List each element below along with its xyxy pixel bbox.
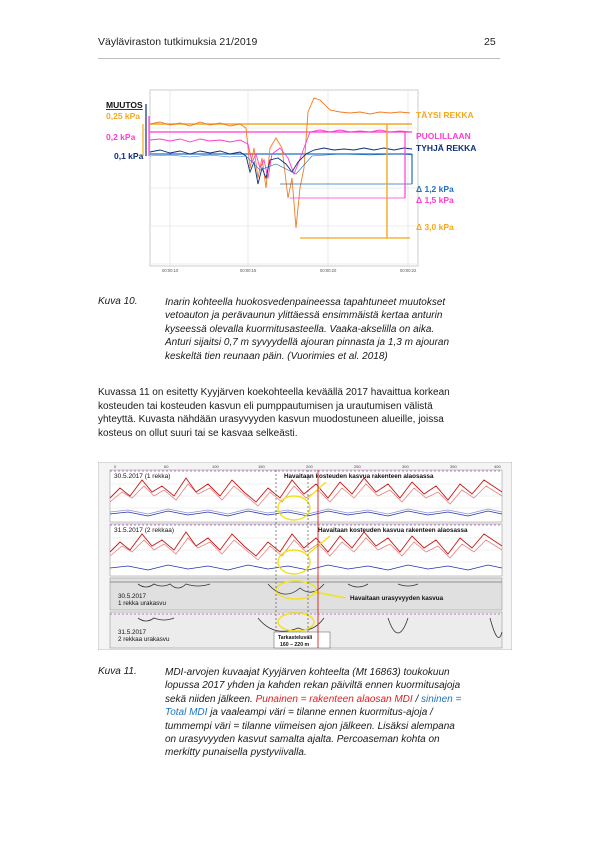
fig11-panel-3-label-a: 30.5.2017: [118, 593, 147, 600]
fig10-plot-frame: [149, 89, 419, 267]
fig11-panel-2-label: 31.5.2017 (2 rekkaa): [114, 527, 174, 534]
paragraph-line: yhteyttä. Kuvasta nähdään urasyvyyden ka…: [98, 414, 444, 425]
fig10-label-02: 0,2 kPa: [106, 132, 136, 142]
fig11-panel-3-label-b: 1 rekka urakasvu: [118, 600, 166, 607]
fig11-interval-range: 160 – 220 m: [280, 642, 310, 648]
caption-line: merkitty punaisella pystyviivalla.: [165, 747, 307, 759]
caption-line: tummempi väri = tilanne viimeisen ajon j…: [165, 720, 455, 732]
fig10-series-empty: [149, 147, 413, 185]
fig11-top-tick: 400: [494, 464, 501, 469]
fig11-annotation-1: Havaitaan kosteuden kasvua rakenteen ala…: [284, 473, 434, 480]
fig11-top-tick: 200: [306, 464, 313, 469]
caption-line: sekä niiden jälkeen. Punainen = rakentee…: [165, 693, 500, 706]
fig10-xtick: 00:00:15: [240, 268, 257, 273]
fig11-panel-1-label: 30.5.2017 (1 rekka): [114, 473, 170, 480]
fig10-series-full: [149, 97, 411, 229]
caption-line: kyseessä olevalla kuormitusasteella. Vaa…: [165, 323, 435, 335]
caption-text-run: sekä niiden jälkeen.: [165, 693, 256, 705]
fig10-label-half: PUOLILLAAN: [416, 131, 471, 141]
fig11-annotation-3: Havaitaan urasyvyyden kasvua: [350, 595, 444, 602]
fig10-muutos-label: MUUTOS: [106, 100, 143, 110]
figure-10-caption: Inarin kohteella huokosvedenpaineessa ta…: [165, 296, 500, 363]
fig10-delta-30: Δ 3,0 kPa: [416, 222, 454, 232]
fig11-top-tick: 350: [450, 464, 457, 469]
caption-text-run: /: [412, 693, 422, 705]
paragraph-line: Kuvassa 11 on esitetty Kyyjärven koekoht…: [98, 387, 450, 398]
fig10-delta-15: Δ 1,5 kPa: [416, 195, 454, 205]
paragraph-line: kosteuden tai kosteuden kasvun eli pumpp…: [98, 400, 433, 412]
caption-line: vetoauton ja perävaunun ylittäessä ensim…: [165, 310, 443, 322]
paragraph-line: kosteus on ollut suuri tai se kasvaa sel…: [98, 427, 298, 439]
fig10-xtick: 00:00:10: [162, 268, 179, 273]
header-rule: [98, 58, 500, 59]
fig10-xtick: 00:00:22: [400, 268, 417, 273]
running-header-title: Väyläviraston tutkimuksia 21/2019: [98, 36, 258, 48]
caption-line: on urasyvyyden kasvut samalta ajalta. Pe…: [165, 734, 440, 746]
fig11-interval-label: Tarkasteluväli: [278, 635, 313, 641]
figure-10-chart: . MUUTOS 0,25 kPa 0,2 kPa 0,1 kPa TÄYSI …: [106, 89, 476, 273]
fig11-panel-3: [109, 577, 503, 611]
caption-line: Anturi sijaitsi 0,7 m syvyydellä ajouran…: [165, 337, 450, 349]
figure-11-caption: MDI-arvojen kuvaajat Kyyjärven kohteelta…: [165, 666, 500, 760]
fig11-interval-box: [273, 631, 331, 649]
fig11-panel-4-label-a: 31.5.2017: [118, 629, 147, 636]
fig10-label-empty: TYHJÄ REKKA: [416, 143, 476, 153]
fig10-grid: [150, 90, 418, 266]
caption-line: lopussa 2017 yhden ja kahden rekan päivi…: [165, 680, 461, 692]
fig10-label-full: TÄYSI REKKA: [416, 110, 474, 120]
fig10-delta-12: Δ 1,2 kPa: [416, 184, 454, 194]
fig10-label-025: 0,25 kPa: [106, 111, 140, 121]
figure-10-number: Kuva 10.: [98, 296, 138, 307]
fig10-ytick: .: [144, 126, 145, 131]
fig11-top-tick: 300: [402, 464, 409, 469]
fig11-panel-4-label-b: 2 rekkaa urakasvu: [118, 636, 170, 643]
caption-line: Total MDI ja vaaleampi väri = tilanne en…: [165, 706, 500, 719]
caption-text-run: ja vaaleampi väri = tilanne ennen kuormi…: [207, 707, 433, 719]
fig10-label-01: 0,1 kPa: [114, 151, 144, 161]
figure-11-chart: 0 60 100 150 200 250 300 350 400 30.5.20…: [98, 462, 512, 650]
page-number: 25: [484, 36, 496, 48]
body-paragraph: Kuvassa 11 on esitetty Kyyjärven koekoht…: [98, 386, 500, 440]
caption-line: Inarin kohteella huokosvedenpaineessa ta…: [165, 297, 446, 308]
figure-11-number: Kuva 11.: [98, 666, 137, 677]
fig11-top-tick: 100: [212, 464, 219, 469]
fig11-top-tick: 60: [164, 464, 169, 469]
caption-line: keskeltä tien reunaan päin. (Vuorimies e…: [165, 350, 388, 362]
caption-red-legend: Punainen = rakenteen alaosan MDI: [255, 693, 413, 705]
fig10-xtick: 00:00:20: [320, 268, 337, 273]
caption-blue-legend-cont: Total MDI: [165, 707, 208, 719]
caption-blue-legend: sininen =: [421, 693, 462, 705]
fig11-top-tick: 250: [354, 464, 361, 469]
fig11-top-tick: 150: [258, 464, 265, 469]
fig11-annotation-2: Havaitaan kosteuden kasvua rakenteen ala…: [318, 527, 468, 534]
fig10-series-half: [149, 129, 411, 179]
fig11-top-tick: 0: [114, 464, 117, 469]
caption-line: MDI-arvojen kuvaajat Kyyjärven kohteelta…: [165, 667, 450, 678]
